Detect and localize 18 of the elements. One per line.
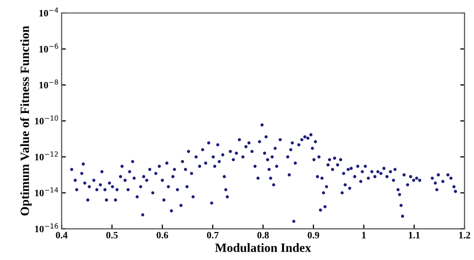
x-tick-label: 0.9 xyxy=(308,232,320,238)
y-tick-label: 10$^{−16}$ xyxy=(35,223,58,232)
x-axis-title: Modulation Index xyxy=(215,243,312,252)
x-tick-label: 0.5 xyxy=(106,232,118,238)
y-tick-label: 10$^{−4}$ xyxy=(39,8,58,16)
y-axis-title: Optimum Value of Fitness Function xyxy=(20,26,32,216)
x-tick-label: 0.8 xyxy=(257,232,269,238)
x-tick-label: 0.4 xyxy=(56,232,68,238)
x-tick-label: 1.2 xyxy=(459,232,470,238)
x-tick-label: 1 xyxy=(362,232,366,238)
x-tick-label: 0.7 xyxy=(207,232,219,238)
y-tick-label: 10$^{−10}$ xyxy=(35,115,58,124)
y-tick-label: 10$^{−14}$ xyxy=(35,187,58,196)
y-tick-label: 10$^{−6}$ xyxy=(39,44,58,52)
x-tick-label: 1.1 xyxy=(408,232,420,238)
y-tick-label: 10$^{−8}$ xyxy=(39,80,58,88)
y-tick-label: 10$^{−12}$ xyxy=(35,151,58,160)
x-tick-label: 0.6 xyxy=(156,232,168,238)
